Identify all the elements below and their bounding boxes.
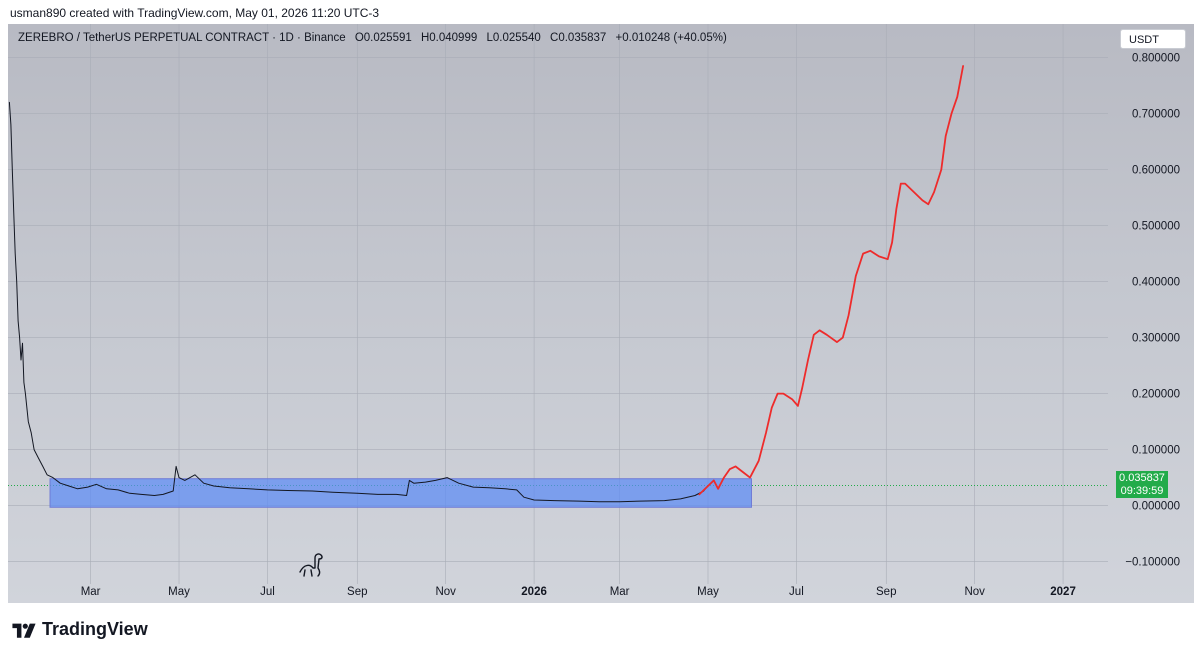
chart-legend: ZEREBRO / TetherUS PERPETUAL CONTRACT · … bbox=[18, 32, 733, 44]
price-history-line bbox=[8, 101, 709, 503]
x-tick-label: 2026 bbox=[521, 586, 547, 598]
y-tick-label: 0.200000 bbox=[1132, 389, 1180, 401]
x-tick-label: Jul bbox=[260, 586, 275, 598]
y-tick-label: 0.100000 bbox=[1132, 445, 1180, 457]
legend-close: C0.035837 bbox=[550, 32, 607, 44]
range-box-rect[interactable] bbox=[49, 478, 752, 508]
y-tick-label: 0.600000 bbox=[1132, 165, 1180, 177]
tradingview-logo-icon bbox=[12, 623, 36, 638]
x-tick-label: Sep bbox=[347, 586, 367, 598]
time-axis[interactable]: Mar May Jul Sep Nov 2026 Mar May Jul Sep Nov 2027 bbox=[81, 586, 1076, 598]
price-axis[interactable]: 0.800000 0.700000 0.600000 0.500000 0.400000… bbox=[1125, 53, 1180, 569]
x-tick-label: Mar bbox=[610, 586, 630, 598]
x-tick-label: May bbox=[168, 586, 190, 598]
current-price-label: 0.035837 bbox=[1119, 472, 1165, 484]
x-tick-label: May bbox=[697, 586, 719, 598]
y-tick-label: 0.800000 bbox=[1132, 53, 1180, 65]
y-tick-label: 0.700000 bbox=[1132, 109, 1180, 121]
y-tick-label: 0.300000 bbox=[1132, 333, 1180, 345]
range-box[interactable] bbox=[49, 478, 752, 508]
legend-high: H0.040999 bbox=[420, 32, 478, 44]
legend-open: O0.025591 bbox=[354, 32, 412, 44]
y-tick-label: 0.500000 bbox=[1132, 221, 1180, 233]
currency-button[interactable]: USDT bbox=[1120, 29, 1186, 49]
tradingview-brand[interactable]: TradingView bbox=[10, 619, 148, 640]
legend-change: +0.010248 (+40.05%) bbox=[615, 32, 727, 44]
chart-area[interactable]: 0.800000 0.700000 0.600000 0.500000 0.400000… bbox=[8, 24, 1194, 603]
current-price-badge: 0.035837 09:39:59 bbox=[1116, 471, 1168, 498]
price-chart[interactable]: 0.800000 0.700000 0.600000 0.500000 0.400000… bbox=[8, 24, 1194, 603]
x-tick-label: 2027 bbox=[1050, 586, 1076, 598]
projection-line bbox=[698, 65, 964, 496]
bar-countdown-label: 09:39:59 bbox=[1120, 485, 1164, 497]
dinosaur-icon bbox=[299, 553, 323, 577]
y-tick-label: 0.000000 bbox=[1132, 501, 1180, 513]
y-tick-label: −0.100000 bbox=[1125, 557, 1180, 569]
series-group bbox=[8, 65, 964, 503]
x-tick-label: Jul bbox=[789, 586, 804, 598]
legend-low: L0.025540 bbox=[486, 32, 541, 44]
x-tick-label: Nov bbox=[964, 586, 985, 598]
x-tick-label: Sep bbox=[876, 586, 896, 598]
x-tick-label: Nov bbox=[435, 586, 456, 598]
chart-attribution: usman890 created with TradingView.com, M… bbox=[10, 6, 380, 20]
x-tick-label: Mar bbox=[81, 586, 101, 598]
brand-name: TradingView bbox=[42, 619, 148, 639]
y-tick-label: 0.400000 bbox=[1132, 277, 1180, 289]
legend-symbol: ZEREBRO / TetherUS PERPETUAL CONTRACT · … bbox=[18, 32, 346, 44]
